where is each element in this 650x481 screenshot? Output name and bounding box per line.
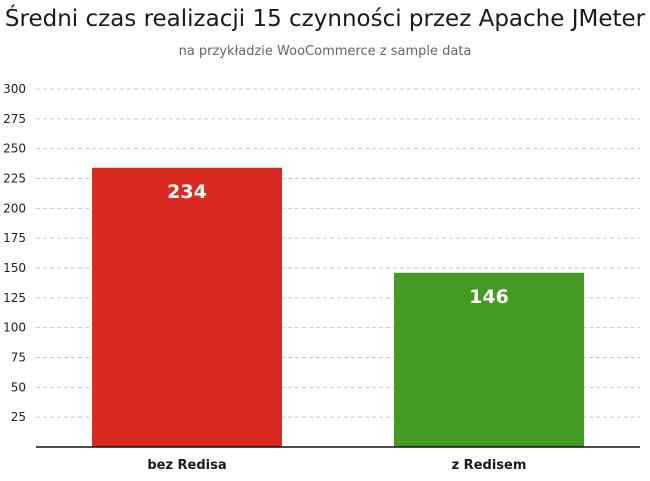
y-tick-label: 275 (3, 112, 26, 126)
y-tick-label: 175 (3, 231, 26, 245)
y-tick-label: 300 (3, 82, 26, 96)
bar-1 (92, 167, 282, 447)
chart-subtitle: na przykładzie WooCommerce z sample data (178, 44, 472, 59)
y-tick-label: 25 (11, 410, 26, 424)
y-tick-label: 150 (3, 261, 26, 275)
y-tick-label: 75 (11, 351, 26, 365)
y-axis-ticks: 25 50 75 100 125 150 175 200 225 250 275 300 (3, 82, 26, 424)
y-tick-label: 200 (3, 201, 26, 215)
y-tick-label: 50 (11, 380, 26, 394)
x-category-label: bez Redisa (147, 458, 226, 473)
bar-value-label: 234 (167, 181, 207, 203)
bar-2 (394, 272, 584, 447)
bar-value-label: 146 (469, 286, 509, 308)
bars: 234 146 (92, 167, 584, 447)
chart-title: Średni czas realizacji 15 czynności prze… (4, 6, 646, 32)
x-axis-categories: bez Redisa z Redisem (147, 458, 526, 473)
y-tick-label: 250 (3, 142, 26, 156)
y-tick-label: 225 (3, 172, 26, 186)
x-category-label: z Redisem (452, 458, 527, 473)
y-tick-label: 125 (3, 291, 26, 305)
y-tick-label: 100 (3, 321, 26, 335)
